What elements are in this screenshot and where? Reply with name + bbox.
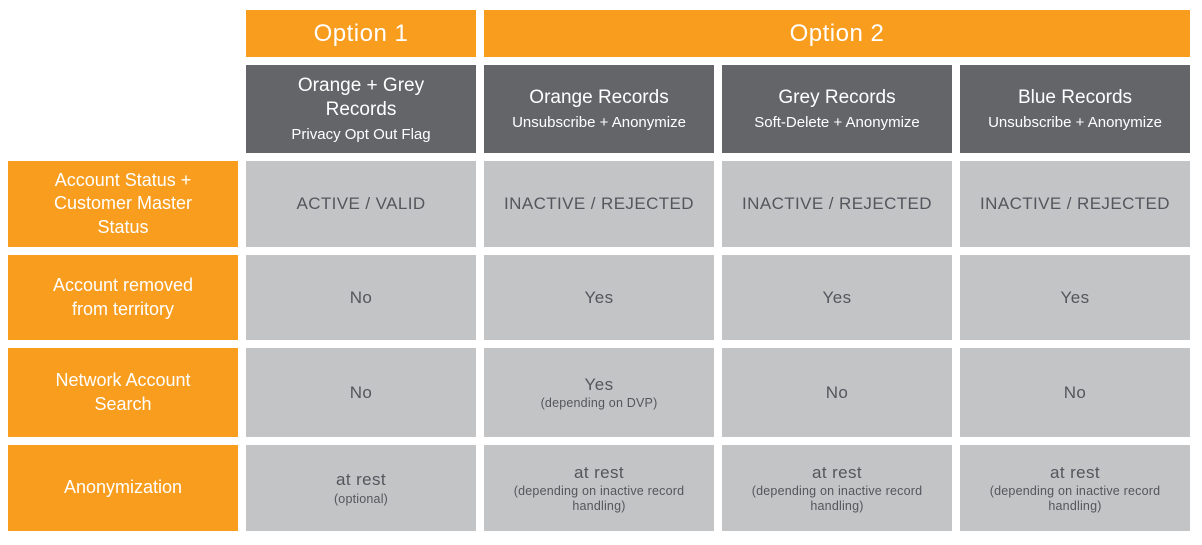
cell-value: No: [349, 287, 373, 307]
cell-value: at rest: [335, 470, 387, 490]
header-row-spacer: [8, 65, 238, 153]
cell-note: (depending on inactive record handling): [989, 484, 1161, 514]
cell-note: (depending on inactive record handling): [513, 484, 685, 514]
column-header-title: Grey Records: [778, 87, 896, 109]
table-cell: at rest (depending on inactive record ha…: [484, 445, 714, 531]
table-cell: INACTIVE / REJECTED: [960, 161, 1190, 247]
row-label-account-removed: Account removed from territory: [8, 255, 238, 340]
row-label-anonymization: Anonymization: [8, 445, 238, 531]
column-header-title: Orange Records: [529, 87, 669, 109]
table-cell: Yes: [484, 255, 714, 340]
column-header-blue-records: Blue Records Unsubscribe + Anonymize: [960, 65, 1190, 153]
table-cell: No: [722, 348, 952, 437]
cell-value: Yes: [822, 287, 852, 307]
table-cell: ACTIVE / VALID: [246, 161, 476, 247]
option-2-header: Option 2: [484, 10, 1190, 57]
column-header-orange-records: Orange Records Unsubscribe + Anonymize: [484, 65, 714, 153]
table-cell: INACTIVE / REJECTED: [484, 161, 714, 247]
comparison-table: Option 1 Option 2 Orange + Grey Records …: [8, 10, 1190, 531]
column-header-subtitle: Soft-Delete + Anonymize: [754, 113, 920, 131]
table-cell: at rest (depending on inactive record ha…: [960, 445, 1190, 531]
top-left-spacer: [8, 10, 238, 57]
table-cell: INACTIVE / REJECTED: [722, 161, 952, 247]
cell-value: at rest: [811, 462, 863, 482]
cell-value: No: [349, 382, 373, 402]
cell-value: No: [1063, 382, 1087, 402]
cell-note: (optional): [333, 491, 389, 506]
column-header-subtitle: Privacy Opt Out Flag: [291, 125, 431, 143]
cell-value: Yes: [584, 287, 614, 307]
table-cell: Yes: [960, 255, 1190, 340]
column-header-subtitle: Unsubscribe + Anonymize: [988, 113, 1162, 131]
table-cell: No: [246, 348, 476, 437]
cell-value: Yes: [584, 374, 614, 394]
option-1-header: Option 1: [246, 10, 476, 57]
table-cell: Yes (depending on DVP): [484, 348, 714, 437]
cell-note: (depending on DVP): [540, 396, 658, 411]
cell-value: at rest: [1049, 462, 1101, 482]
cell-value: INACTIVE / REJECTED: [504, 194, 694, 214]
table-cell: No: [960, 348, 1190, 437]
table-cell: at rest (depending on inactive record ha…: [722, 445, 952, 531]
cell-value: Yes: [1060, 287, 1090, 307]
cell-value: INACTIVE / REJECTED: [742, 194, 932, 214]
column-header-subtitle: Unsubscribe + Anonymize: [512, 113, 686, 131]
cell-note: (depending on inactive record handling): [751, 484, 923, 514]
column-header-orange-grey-records: Orange + Grey Records Privacy Opt Out Fl…: [246, 65, 476, 153]
cell-value: at rest: [573, 462, 625, 482]
row-label-network-account-search: Network Account Search: [8, 348, 238, 437]
column-header-title: Blue Records: [1017, 87, 1133, 109]
cell-value: No: [825, 382, 849, 402]
cell-value: ACTIVE / VALID: [296, 194, 426, 214]
column-header-grey-records: Grey Records Soft-Delete + Anonymize: [722, 65, 952, 153]
column-header-title: Orange + Grey Records: [297, 75, 425, 120]
table-cell: at rest (optional): [246, 445, 476, 531]
table-cell: No: [246, 255, 476, 340]
row-label-account-status: Account Status + Customer Master Status: [8, 161, 238, 247]
table-cell: Yes: [722, 255, 952, 340]
cell-value: INACTIVE / REJECTED: [980, 194, 1170, 214]
